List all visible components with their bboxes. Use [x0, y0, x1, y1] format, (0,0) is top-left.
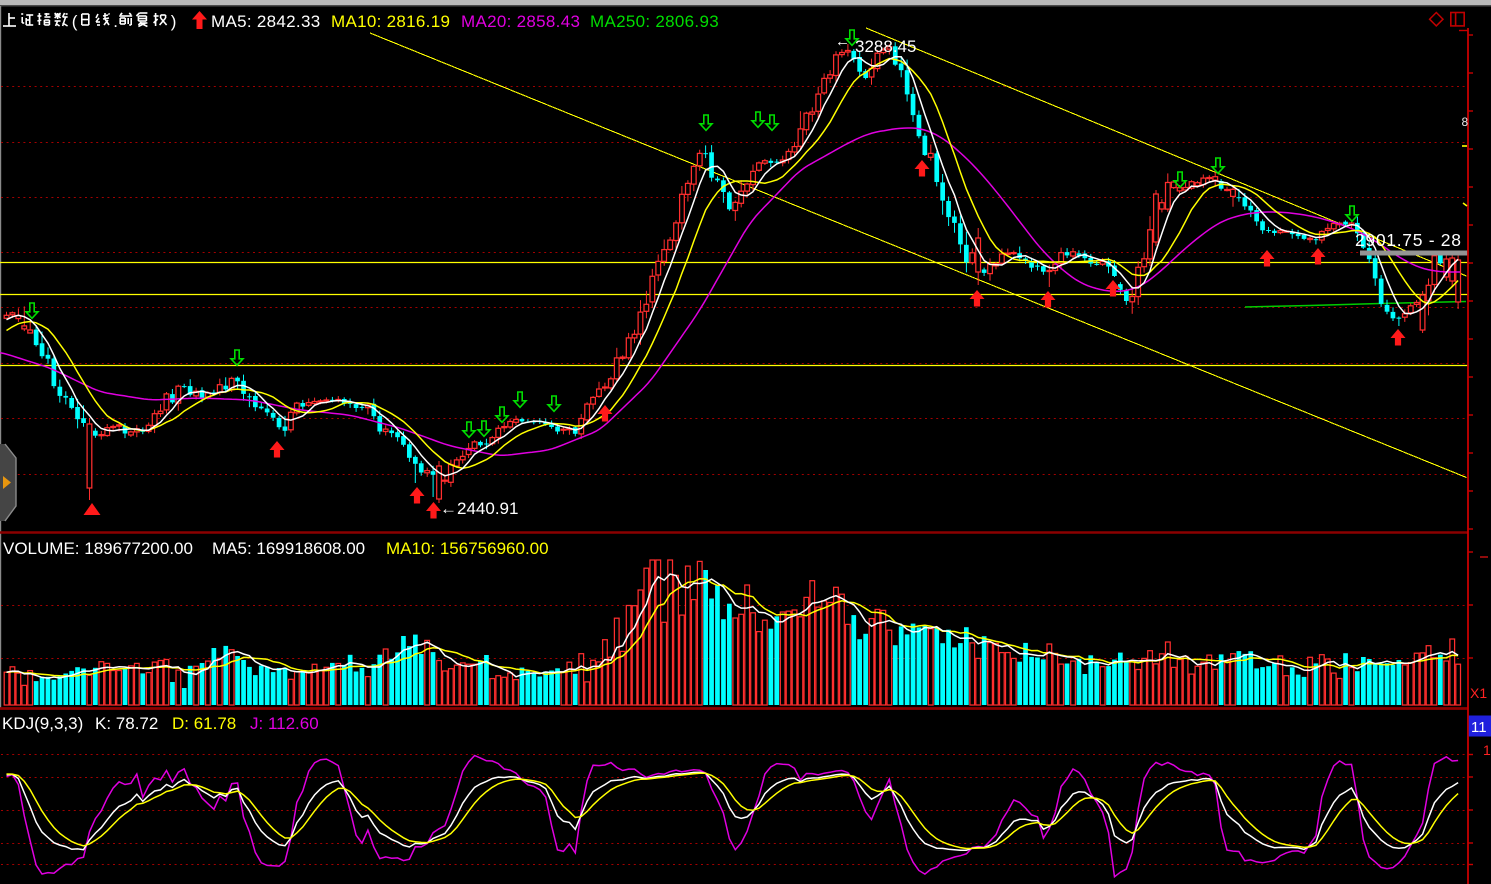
svg-text:J: 112.60: J: 112.60 [250, 714, 319, 733]
svg-text:KDJ(9,3,3): KDJ(9,3,3) [2, 714, 83, 733]
svg-text:8: 8 [1462, 115, 1469, 129]
svg-text:VOLUME: 189677200.00: VOLUME: 189677200.00 [3, 539, 193, 558]
svg-text:1: 1 [1483, 742, 1491, 758]
svg-text:K: 78.72: K: 78.72 [95, 714, 158, 733]
svg-text:←2440.91: ←2440.91 [440, 499, 518, 518]
svg-text:11: 11 [1471, 719, 1487, 736]
svg-text:X1: X1 [1470, 685, 1487, 701]
svg-text:MA5: 169918608.00: MA5: 169918608.00 [212, 539, 365, 558]
svg-text:MA5: 2842.33: MA5: 2842.33 [211, 12, 320, 31]
svg-text:←: ← [835, 33, 850, 50]
svg-text:D: 61.78: D: 61.78 [172, 714, 236, 733]
svg-text:MA20: 2858.43: MA20: 2858.43 [461, 12, 580, 31]
svg-text:MA10: 156756960.00: MA10: 156756960.00 [386, 539, 549, 558]
svg-text:MA10: 2816.19: MA10: 2816.19 [331, 12, 450, 31]
svg-text:2901.75 - 28: 2901.75 - 28 [1355, 230, 1462, 250]
svg-text:3288.45: 3288.45 [855, 37, 916, 56]
svg-text:): ) [171, 12, 177, 31]
svg-text:.: . [113, 12, 118, 31]
svg-text:(: ( [72, 12, 78, 31]
svg-text:MA250: 2806.93: MA250: 2806.93 [590, 12, 719, 31]
